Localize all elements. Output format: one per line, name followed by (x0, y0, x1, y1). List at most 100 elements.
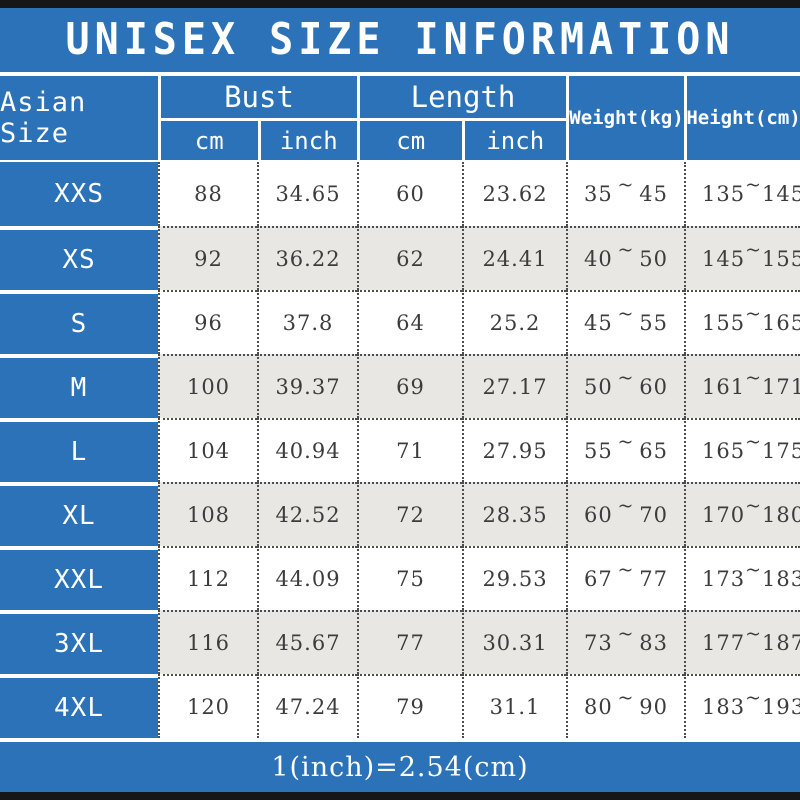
length-cm-value: 64 (357, 290, 462, 354)
height-max: 171 (762, 375, 800, 399)
height-max: 155 (762, 247, 800, 271)
table-row: 3XL 116 45.67 77 30.31 73 ~83 177 ~187 (0, 610, 800, 674)
weight-max: 45 (639, 182, 668, 206)
height-max: 165 (762, 311, 800, 335)
tilde-glyph: ~ (745, 431, 763, 453)
size-label: S (0, 290, 158, 354)
height-range: 183 ~193 (684, 674, 800, 738)
bust-cm-value: 116 (158, 610, 257, 674)
col-group-bust: Bust cm inch (158, 76, 357, 160)
tilde-glyph: ~ (617, 687, 635, 709)
height-min: 170 (702, 503, 746, 527)
weight-min: 55 (584, 439, 613, 463)
bust-inch-value: 45.67 (257, 610, 357, 674)
table-row: XXL 112 44.09 75 29.53 67 ~77 173 ~183 (0, 546, 800, 610)
weight-min: 67 (584, 567, 613, 591)
tilde-glyph: ~ (745, 495, 763, 517)
weight-range: 35 ~45 (566, 162, 684, 226)
tilde-glyph: ~ (745, 174, 763, 196)
bust-inch-value: 37.8 (257, 290, 357, 354)
table-row: XXS 88 34.65 60 23.62 35 ~45 135 ~145 (0, 162, 800, 226)
length-cm-value: 75 (357, 546, 462, 610)
tilde-glyph: ~ (617, 239, 635, 261)
weight-min: 50 (584, 375, 613, 399)
weight-range: 55 ~65 (566, 418, 684, 482)
bust-cm-value: 120 (158, 674, 257, 738)
height-max: 175 (762, 439, 800, 463)
weight-min: 60 (584, 503, 613, 527)
weight-max: 77 (639, 567, 668, 591)
tilde-glyph: ~ (617, 367, 635, 389)
col-header-asian-size: Asian Size (0, 76, 158, 160)
length-cm-value: 79 (357, 674, 462, 738)
size-label: XXL (0, 546, 158, 610)
table-body: XXS 88 34.65 60 23.62 35 ~45 135 ~145 XS 9… (0, 162, 800, 738)
height-max: 183 (762, 567, 800, 591)
height-range: 177 ~187 (684, 610, 800, 674)
size-label: 3XL (0, 610, 158, 674)
weight-min: 80 (584, 695, 613, 719)
bust-cm-value: 88 (158, 162, 257, 226)
weight-range: 40 ~50 (566, 226, 684, 290)
weight-min: 40 (584, 247, 613, 271)
table-row: 4XL 120 47.24 79 31.1 80 ~90 183 ~193 (0, 674, 800, 738)
weight-max: 60 (639, 375, 668, 399)
conversion-note: 1(inch)=2.54(cm) (271, 751, 529, 783)
weight-range: 73 ~83 (566, 610, 684, 674)
size-label: XL (0, 482, 158, 546)
length-inch-value: 29.53 (462, 546, 566, 610)
tilde-glyph: ~ (617, 559, 635, 581)
height-max: 145 (762, 182, 800, 206)
length-inch-value: 24.41 (462, 226, 566, 290)
length-cm-value: 69 (357, 354, 462, 418)
length-inch-value: 31.1 (462, 674, 566, 738)
col-header-length-cm: cm (396, 126, 426, 155)
bust-inch-value: 44.09 (257, 546, 357, 610)
page-title: UNISEX SIZE INFORMATION (65, 15, 735, 65)
bust-inch-value: 47.24 (257, 674, 357, 738)
height-range: 165 ~175 (684, 418, 800, 482)
bust-inch-value: 42.52 (257, 482, 357, 546)
col-header-height: Height(cm) (684, 76, 800, 160)
col-group-length-subheaders: cm inch (360, 121, 566, 160)
weight-range: 67 ~77 (566, 546, 684, 610)
bust-inch-value: 39.37 (257, 354, 357, 418)
size-label: L (0, 418, 158, 482)
weight-range: 50 ~60 (566, 354, 684, 418)
weight-max: 90 (639, 695, 668, 719)
height-min: 161 (702, 375, 746, 399)
length-cm-value: 60 (357, 162, 462, 226)
size-label: 4XL (0, 674, 158, 738)
table-row: XL 108 42.52 72 28.35 60 ~70 170 ~180 (0, 482, 800, 546)
col-group-length-label: Length (360, 76, 566, 121)
height-max: 193 (762, 695, 800, 719)
length-cm-value: 71 (357, 418, 462, 482)
height-min: 145 (702, 247, 746, 271)
bust-inch-value: 36.22 (257, 226, 357, 290)
tilde-glyph: ~ (745, 559, 763, 581)
col-header-weight: Weight(kg) (566, 76, 684, 160)
col-header-bust-inch: inch (257, 121, 358, 160)
table-row: S 96 37.8 64 25.2 45 ~55 155 ~165 (0, 290, 800, 354)
height-min: 173 (702, 567, 746, 591)
height-max: 180 (762, 503, 800, 527)
height-range: 145 ~155 (684, 226, 800, 290)
length-inch-value: 27.95 (462, 418, 566, 482)
height-range: 170 ~180 (684, 482, 800, 546)
length-inch-value: 30.31 (462, 610, 566, 674)
title-band: UNISEX SIZE INFORMATION (0, 8, 800, 72)
tilde-glyph: ~ (745, 303, 763, 325)
height-min: 135 (702, 182, 746, 206)
top-frame-bar (0, 0, 800, 8)
weight-max: 83 (639, 631, 668, 655)
height-min: 155 (702, 311, 746, 335)
size-label: XS (0, 226, 158, 290)
height-range: 173 ~183 (684, 546, 800, 610)
height-min: 177 (702, 631, 746, 655)
col-group-bust-label: Bust (161, 76, 357, 121)
bust-cm-value: 104 (158, 418, 257, 482)
table-row: L 104 40.94 71 27.95 55 ~65 165 ~175 (0, 418, 800, 482)
tilde-glyph: ~ (617, 495, 635, 517)
tilde-glyph: ~ (745, 367, 763, 389)
